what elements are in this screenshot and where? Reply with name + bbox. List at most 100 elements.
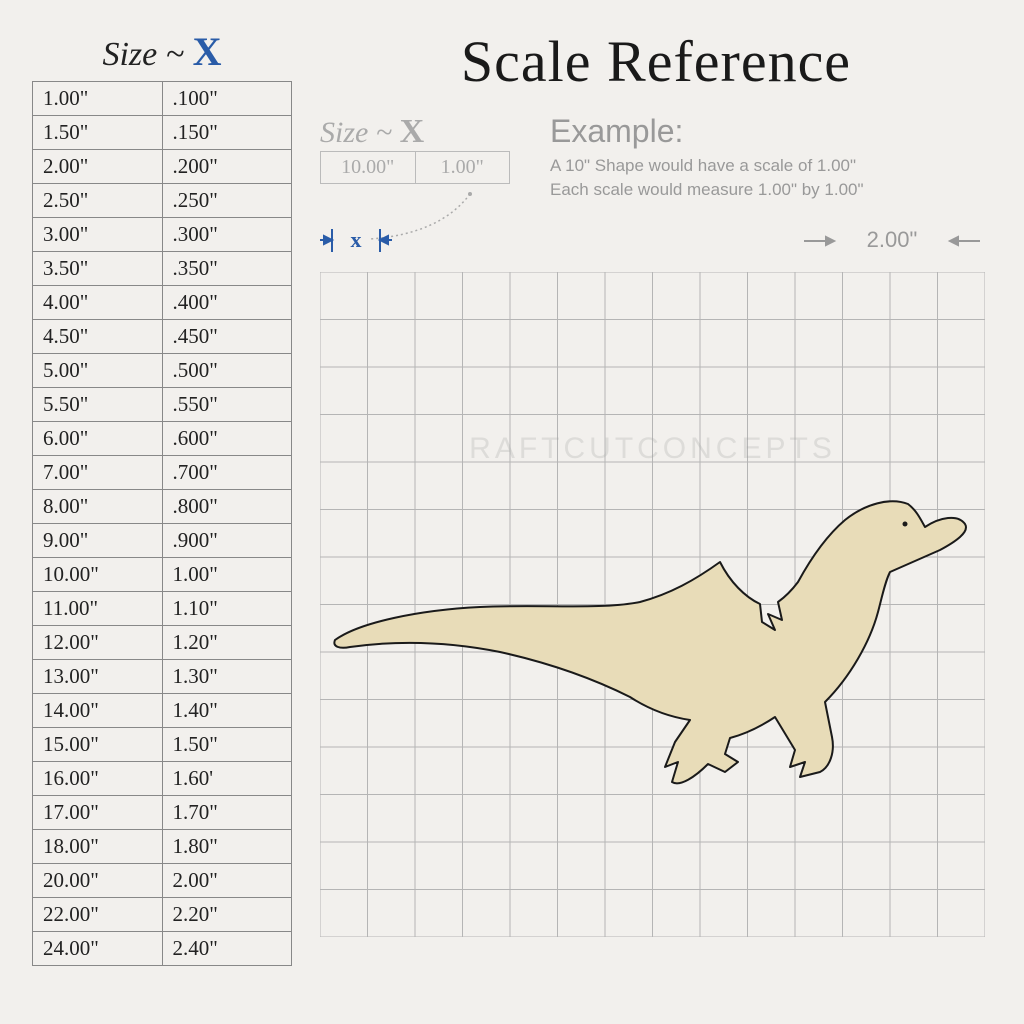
- size-cell: 2.40": [162, 932, 292, 966]
- example-line-1: A 10" Shape would have a scale of 1.00": [550, 154, 992, 178]
- size-cell: 5.50": [33, 388, 163, 422]
- table-row: 5.00".500": [33, 354, 292, 388]
- size-cell: .900": [162, 524, 292, 558]
- mini-cell-size: 10.00": [321, 152, 416, 184]
- table-row: 13.00"1.30": [33, 660, 292, 694]
- size-cell: .100": [162, 82, 292, 116]
- size-cell: 1.00": [33, 82, 163, 116]
- size-cell: 13.00": [33, 660, 163, 694]
- size-cell: 3.00": [33, 218, 163, 252]
- page-title: Scale Reference: [320, 28, 992, 95]
- size-cell: 14.00": [33, 694, 163, 728]
- size-cell: .600": [162, 422, 292, 456]
- size-cell: 1.10": [162, 592, 292, 626]
- mini-header-x: X: [400, 113, 425, 150]
- size-cell: .400": [162, 286, 292, 320]
- size-cell: .550": [162, 388, 292, 422]
- size-cell: 1.20": [162, 626, 292, 660]
- mini-header-prefix: Size ~: [320, 116, 400, 149]
- size-cell: 4.50": [33, 320, 163, 354]
- width-indicator-label: 2.00": [867, 227, 918, 252]
- size-cell: .700": [162, 456, 292, 490]
- size-cell: .300": [162, 218, 292, 252]
- table-row: 24.00"2.40": [33, 932, 292, 966]
- table-row: 8.00".800": [33, 490, 292, 524]
- table-row: 7.00".700": [33, 456, 292, 490]
- size-cell: .800": [162, 490, 292, 524]
- table-row: 10.00"1.00": [33, 558, 292, 592]
- table-row: 1.00".100": [33, 82, 292, 116]
- example-title: Example:: [550, 113, 992, 150]
- width-indicator-svg: 2.00": [802, 226, 982, 256]
- table-row: 20.00"2.00": [33, 864, 292, 898]
- size-cell: 2.00": [33, 150, 163, 184]
- dino-path: [334, 501, 966, 783]
- table-row: 22.00"2.20": [33, 898, 292, 932]
- size-cell: 17.00": [33, 796, 163, 830]
- table-row: 4.00".400": [33, 286, 292, 320]
- table-row: 2.00".200": [33, 150, 292, 184]
- table-row: 1.50".150": [33, 116, 292, 150]
- size-cell: .150": [162, 116, 292, 150]
- size-cell: 9.00": [33, 524, 163, 558]
- table-row: 16.00"1.60': [33, 762, 292, 796]
- size-cell: 1.60': [162, 762, 292, 796]
- size-cell: 2.50": [33, 184, 163, 218]
- size-cell: 15.00": [33, 728, 163, 762]
- table-row: 10.00" 1.00": [321, 152, 510, 184]
- table-row: 14.00"1.40": [33, 694, 292, 728]
- size-table-column: Size ~ X 1.00".100"1.50".150"2.00".200"2…: [32, 28, 292, 996]
- size-cell: 2.20": [162, 898, 292, 932]
- size-cell: 1.00": [162, 558, 292, 592]
- table-row: 3.00".300": [33, 218, 292, 252]
- table-row: 9.00".900": [33, 524, 292, 558]
- size-cell: 16.00": [33, 762, 163, 796]
- table-row: 3.50".350": [33, 252, 292, 286]
- x-indicator-label: x: [351, 227, 362, 252]
- table-row: 17.00"1.70": [33, 796, 292, 830]
- size-cell: 12.00": [33, 626, 163, 660]
- size-cell: 10.00": [33, 558, 163, 592]
- reference-panel: Scale Reference Size ~ X 10.00" 1.00" Ex…: [320, 28, 992, 996]
- size-cell: 1.50": [162, 728, 292, 762]
- size-cell: 5.00": [33, 354, 163, 388]
- width-indicator: 2.00": [802, 226, 982, 256]
- size-cell: 8.00": [33, 490, 163, 524]
- size-cell: .250": [162, 184, 292, 218]
- size-cell: 11.00": [33, 592, 163, 626]
- size-cell: .200": [162, 150, 292, 184]
- size-table-header: Size ~ X: [32, 28, 292, 75]
- size-cell: 1.50": [33, 116, 163, 150]
- size-cell: 3.50": [33, 252, 163, 286]
- mini-size-header: Size ~ X: [320, 113, 520, 151]
- table-row: 2.50".250": [33, 184, 292, 218]
- shape-velociraptor: [330, 442, 970, 802]
- size-cell: 1.70": [162, 796, 292, 830]
- size-cell: 24.00": [33, 932, 163, 966]
- table-row: 6.00".600": [33, 422, 292, 456]
- dino-eye: [903, 521, 908, 526]
- example-line-2: Each scale would measure 1.00" by 1.00": [550, 178, 992, 202]
- size-cell: 1.80": [162, 830, 292, 864]
- size-cell: 6.00": [33, 422, 163, 456]
- x-indicator-svg: x: [320, 184, 540, 254]
- table-row: 18.00"1.80": [33, 830, 292, 864]
- table-row: 15.00"1.50": [33, 728, 292, 762]
- example-text: Example: A 10" Shape would have a scale …: [550, 113, 992, 202]
- grid-area: RAFTCUTCONCEPTS: [320, 272, 985, 937]
- mini-cell-scale: 1.00": [415, 152, 510, 184]
- table-row: 4.50".450": [33, 320, 292, 354]
- size-cell: 22.00": [33, 898, 163, 932]
- table-row: 11.00"1.10": [33, 592, 292, 626]
- size-cell: 4.00": [33, 286, 163, 320]
- table-row: 5.50".550": [33, 388, 292, 422]
- size-cell: 2.00": [162, 864, 292, 898]
- size-table: 1.00".100"1.50".150"2.00".200"2.50".250"…: [32, 81, 292, 966]
- size-cell: 20.00": [33, 864, 163, 898]
- size-header-x: X: [193, 29, 222, 74]
- size-cell: 18.00": [33, 830, 163, 864]
- size-header-prefix: Size ~: [102, 36, 192, 73]
- mini-table: 10.00" 1.00": [320, 151, 510, 184]
- table-row: 12.00"1.20": [33, 626, 292, 660]
- size-cell: .500": [162, 354, 292, 388]
